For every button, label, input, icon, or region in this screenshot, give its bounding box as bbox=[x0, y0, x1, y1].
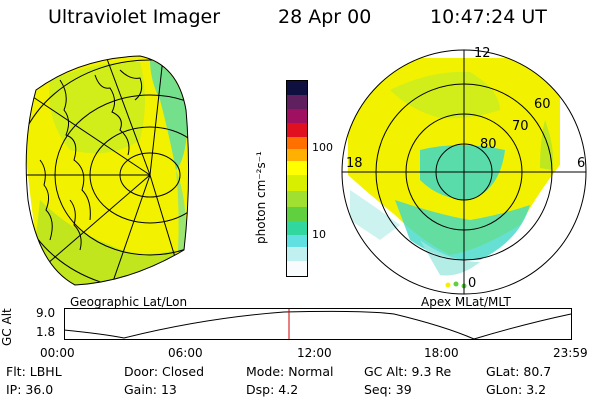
geographic-caption: Geographic Lat/Lon bbox=[70, 295, 188, 309]
mlt-label-6: 6 bbox=[577, 156, 586, 171]
colorbar-unit-label: photon cm⁻²s⁻¹ bbox=[254, 151, 268, 244]
info-seq: Seq: 39 bbox=[364, 382, 412, 397]
altitude-ytick-max: 9.0 bbox=[36, 306, 56, 320]
mlat-label-60: 60 bbox=[534, 97, 551, 112]
mlat-label-70: 70 bbox=[512, 119, 529, 134]
altitude-plot bbox=[64, 308, 572, 340]
info-dsp: Dsp: 4.2 bbox=[246, 382, 299, 397]
header-date: 28 Apr 00 bbox=[278, 6, 372, 28]
altitude-xtick-1: 06:00 bbox=[168, 346, 203, 360]
info-flt: Flt: LBHL bbox=[6, 364, 62, 379]
altitude-xtick-4: 23:59 bbox=[553, 346, 588, 360]
mlt-label-18: 18 bbox=[346, 156, 363, 171]
info-glat: GLat: 80.7 bbox=[486, 364, 552, 379]
mlt-label-0: 0 bbox=[468, 276, 477, 291]
geographic-image bbox=[25, 55, 190, 286]
altitude-xtick-0: 00:00 bbox=[40, 346, 75, 360]
info-glon: GLon: 3.2 bbox=[486, 382, 547, 397]
altitude-ytick-min: 1.8 bbox=[36, 325, 56, 339]
polar-mlt-plot bbox=[341, 49, 587, 295]
info-gcalt: GC Alt: 9.3 Re bbox=[364, 364, 452, 379]
altitude-curve bbox=[64, 310, 572, 340]
colorbar-tick-100: 100 bbox=[312, 141, 333, 154]
altitude-xtick-3: 18:00 bbox=[424, 346, 459, 360]
apex-caption: Apex MLat/MLT bbox=[421, 295, 511, 309]
info-mode: Mode: Normal bbox=[246, 364, 334, 379]
altitude-ylabel: GC Alt bbox=[0, 308, 14, 346]
info-ip: IP: 36.0 bbox=[6, 382, 54, 397]
colorbar-tick-10: 10 bbox=[312, 228, 326, 241]
colorbar bbox=[286, 80, 308, 277]
info-door: Door: Closed bbox=[124, 364, 205, 379]
header-time: 10:47:24 UT bbox=[430, 6, 547, 28]
info-gain: Gain: 13 bbox=[124, 382, 177, 397]
altitude-xtick-2: 12:00 bbox=[297, 346, 332, 360]
app-title: Ultraviolet Imager bbox=[48, 6, 221, 28]
mlt-label-12: 12 bbox=[474, 46, 491, 61]
mlat-label-80: 80 bbox=[480, 137, 497, 152]
